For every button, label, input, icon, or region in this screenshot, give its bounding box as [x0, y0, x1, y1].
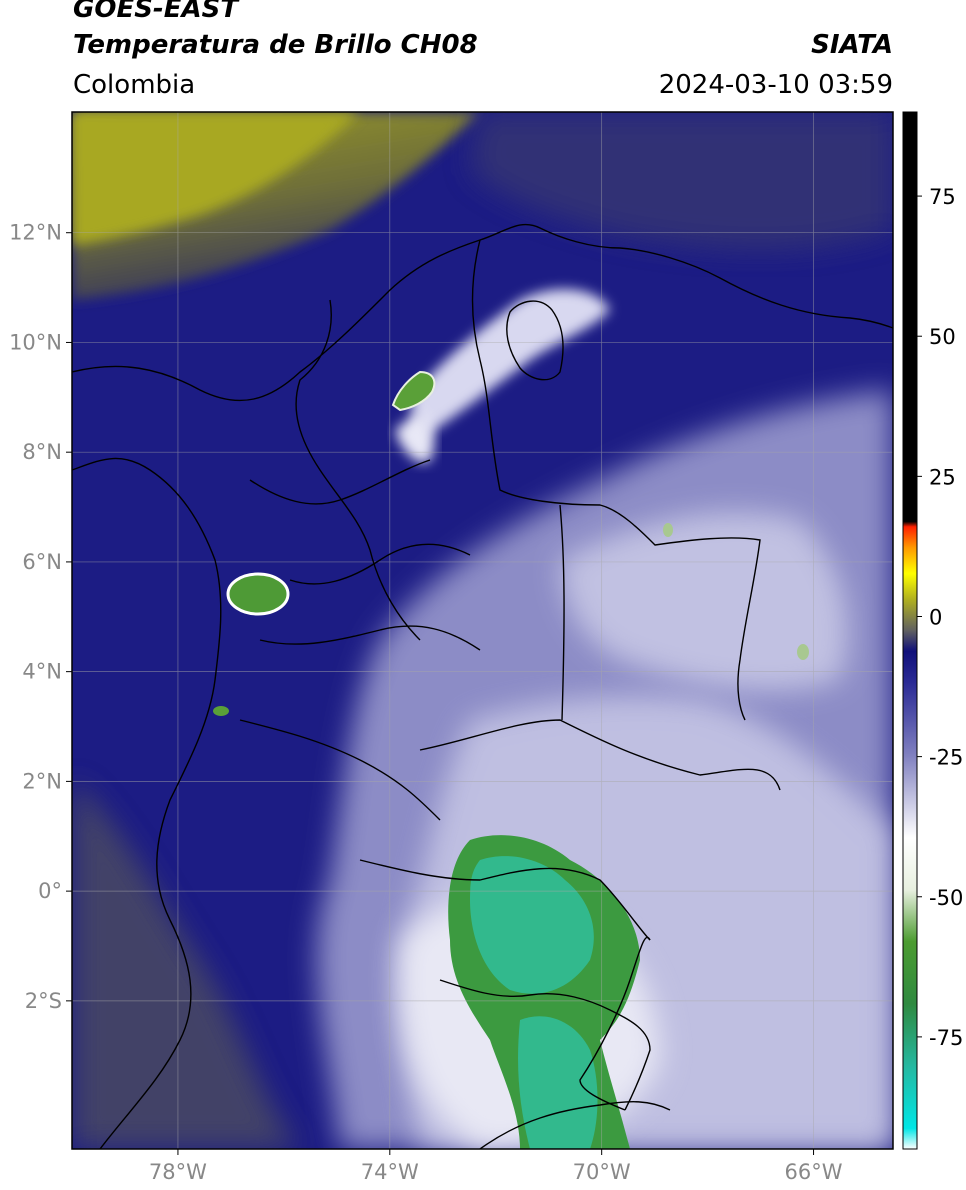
- graticule: [72, 112, 893, 1149]
- colorbar: [902, 111, 918, 1150]
- organization-label: SIATA: [811, 30, 893, 60]
- lat-tick-label: 2°S: [25, 989, 62, 1013]
- lon-tick-label: 70°W: [573, 1160, 631, 1184]
- region-label: Colombia: [73, 70, 196, 100]
- brightness-temperature-field: [72, 112, 893, 1149]
- lat-tick-label: 4°N: [22, 660, 62, 684]
- colorbar-ticks: 75 50 25 0 -25 -50 -75: [917, 185, 963, 1050]
- colorbar-tick-label: -50: [929, 886, 963, 910]
- colorbar-tick-label: 0: [929, 605, 942, 629]
- colorbar-tick-label: 25: [929, 465, 956, 489]
- lat-tick-label: 12°N: [9, 221, 62, 245]
- colorbar-tick-label: -75: [929, 1026, 963, 1050]
- colorbar-tick-label: 75: [929, 185, 956, 209]
- lon-tick-label: 66°W: [785, 1160, 843, 1184]
- colorbar-tick-label: 50: [929, 325, 956, 349]
- map-frame: [71, 111, 894, 1150]
- product-title: Temperatura de Brillo CH08: [73, 30, 478, 60]
- timestamp-label: 2024-03-10 03:59: [658, 70, 893, 100]
- lon-tick-label: 74°W: [361, 1160, 419, 1184]
- latitude-axis: 12°N 10°N 8°N 6°N 4°N 2°N 0° 2°S: [9, 221, 72, 1013]
- lat-tick-label: 8°N: [22, 440, 62, 464]
- colorbar-tick-label: -25: [929, 746, 963, 770]
- satellite-title: GOES-EAST: [73, 0, 239, 24]
- lat-tick-label: 2°N: [22, 769, 62, 793]
- longitude-axis: 78°W 74°W 70°W 66°W: [149, 1149, 843, 1184]
- lat-tick-label: 10°N: [9, 330, 62, 354]
- lat-tick-label: 0°: [38, 879, 62, 903]
- borders: [72, 223, 893, 1149]
- lon-tick-label: 78°W: [149, 1160, 207, 1184]
- lat-tick-label: 6°N: [22, 550, 62, 574]
